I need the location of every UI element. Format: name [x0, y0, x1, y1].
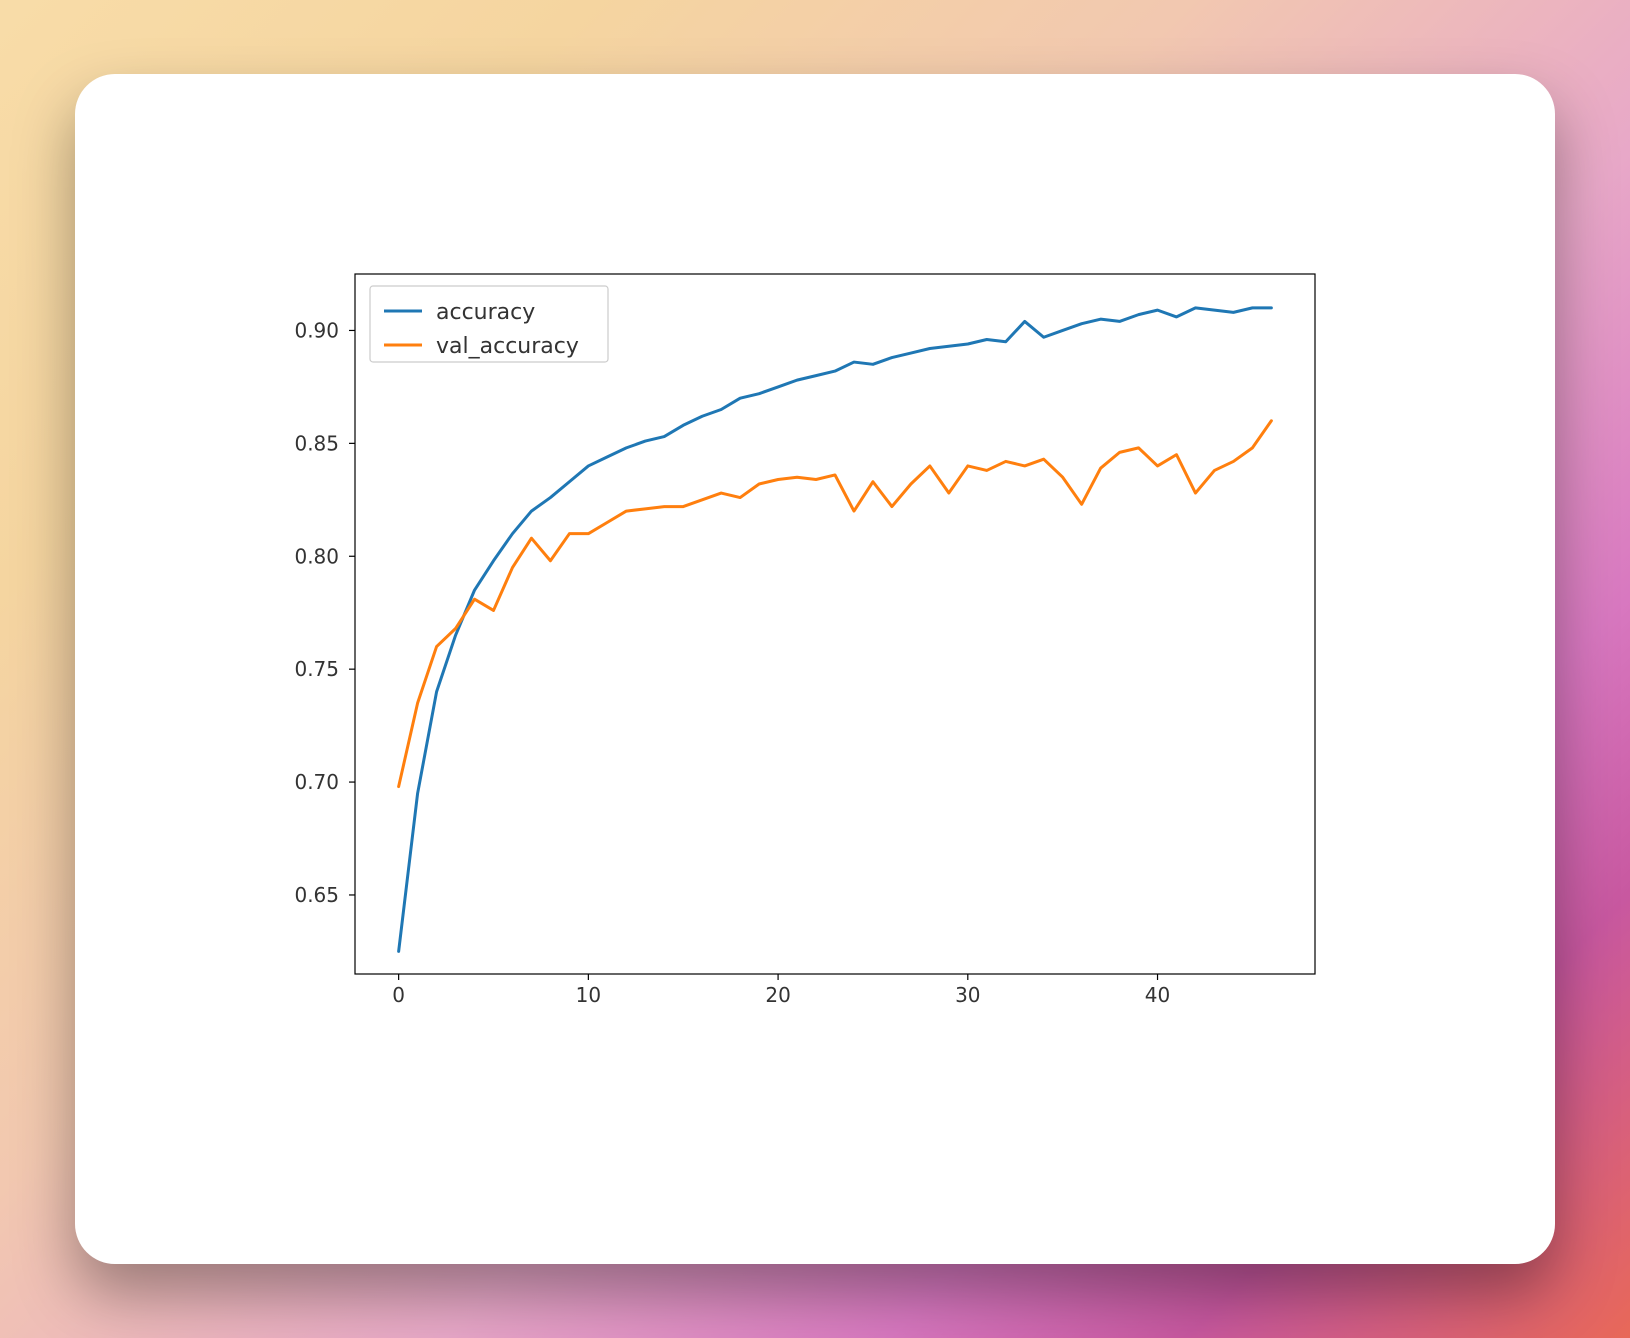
y-tick-label: 0.80	[294, 544, 339, 568]
legend-label-accuracy: accuracy	[436, 300, 535, 325]
x-tick-label: 10	[576, 983, 601, 1007]
y-tick-label: 0.75	[294, 657, 339, 681]
x-tick-label: 20	[765, 983, 790, 1007]
plot-border	[355, 274, 1315, 974]
y-tick-label: 0.70	[294, 770, 339, 794]
y-tick-label: 0.85	[294, 431, 339, 455]
y-tick-label: 0.65	[294, 883, 339, 907]
series-val_accuracy	[399, 421, 1272, 787]
x-tick-label: 0	[392, 983, 405, 1007]
series-accuracy	[399, 308, 1272, 952]
line-chart: 0 10 20 30 40 0.65 0.70 0.75 0.80 0.85 0.90 accurac…	[75, 74, 1555, 1264]
chart-card: 0 10 20 30 40 0.65 0.70 0.75 0.80 0.85 0.90 accurac…	[75, 74, 1555, 1264]
x-tick-label: 40	[1145, 983, 1170, 1007]
x-tick-label: 30	[955, 983, 980, 1007]
y-tick-label: 0.90	[294, 318, 339, 342]
legend-label-val_accuracy: val_accuracy	[436, 334, 579, 359]
